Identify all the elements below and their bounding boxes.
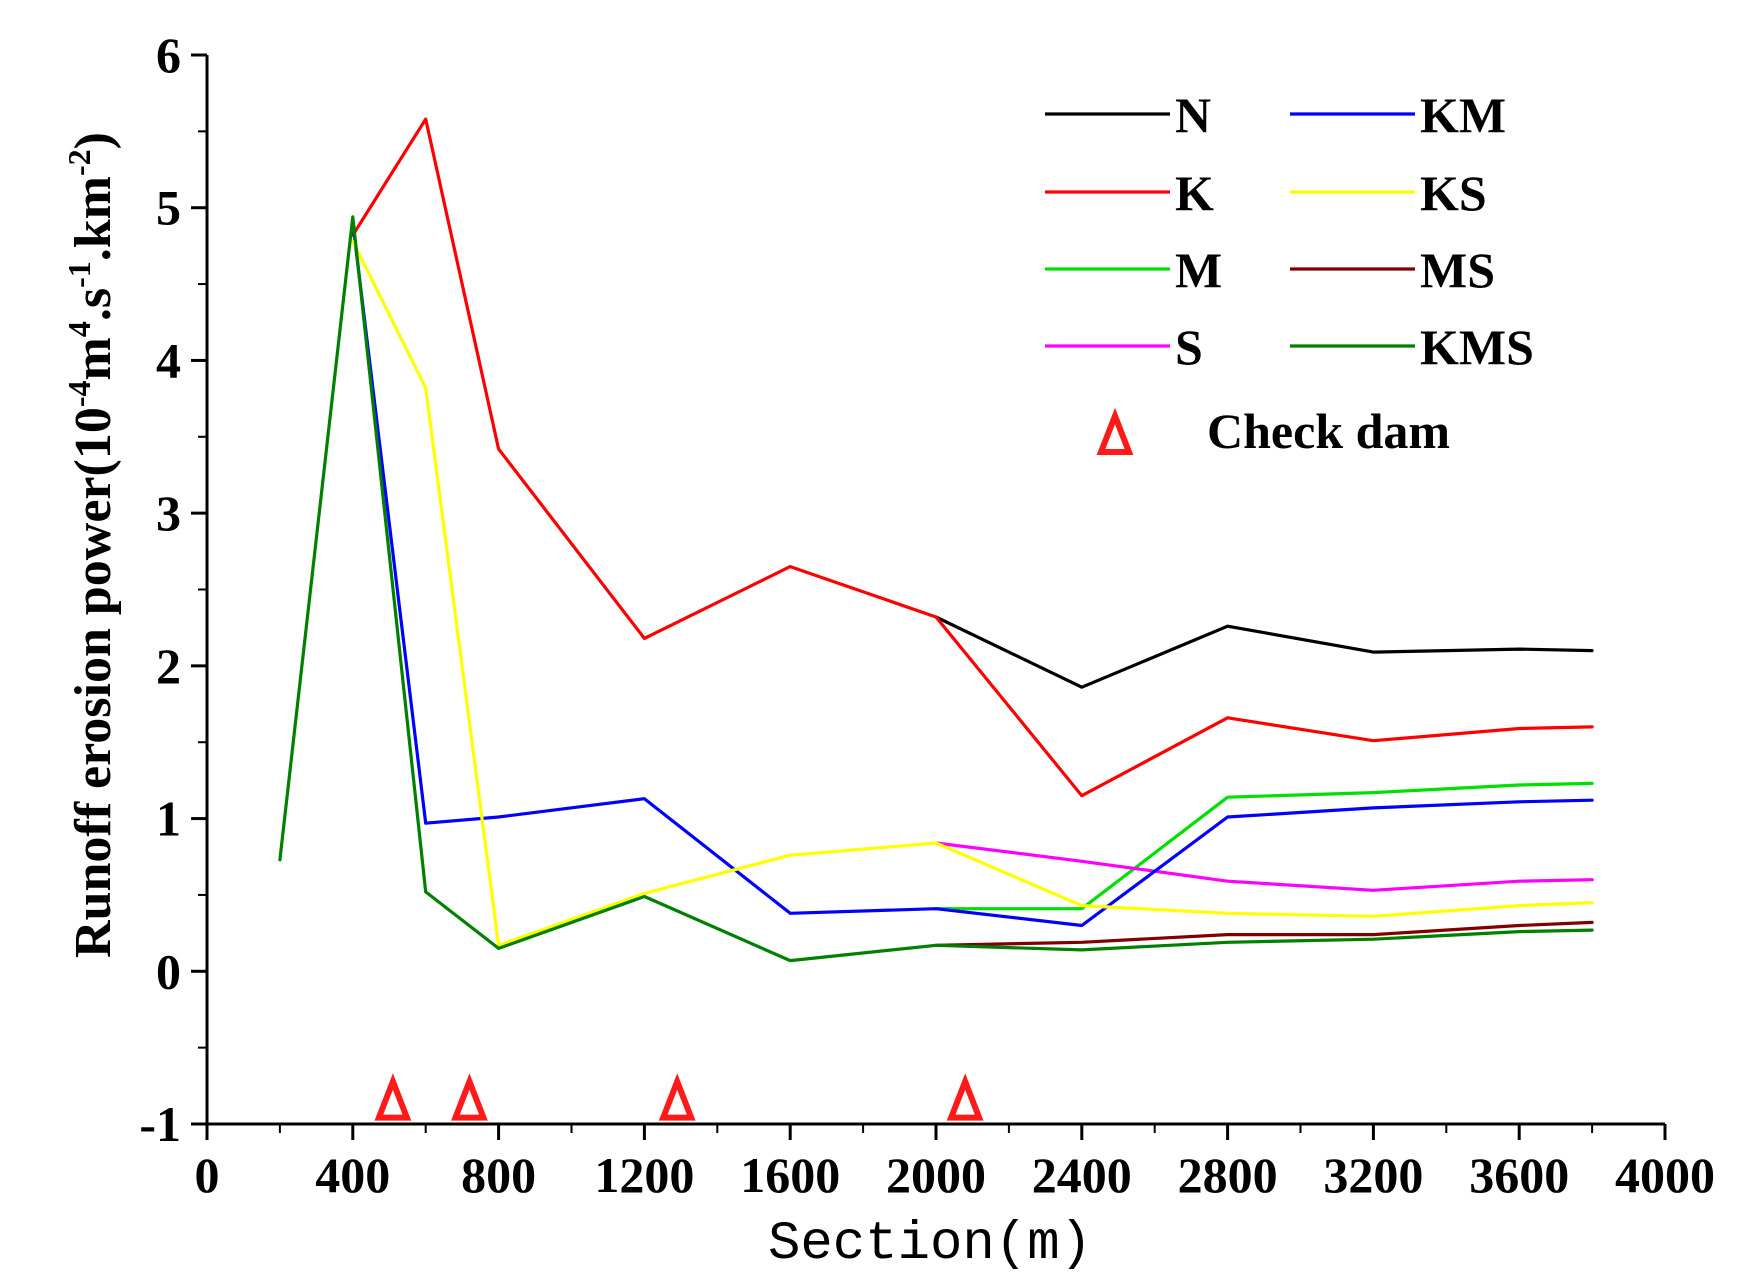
y-axis-title-mid1: m (65, 337, 122, 380)
check-dam-marker (451, 1073, 488, 1121)
x-tick-label: 2400 (1032, 1147, 1132, 1203)
legend-swatch-check-dam (1096, 407, 1134, 455)
series-line-s (934, 841, 1594, 892)
x-tick-label: 2000 (886, 1147, 986, 1203)
y-axis-title-suffix: ) (65, 132, 122, 149)
y-ticks: -1 0 1 2 3 4 5 6 (139, 27, 207, 1152)
legend-label-s: S (1175, 319, 1203, 375)
y-tick-label: 2 (156, 638, 181, 694)
x-tick-label: 1600 (740, 1147, 840, 1203)
y-tick-label: 4 (156, 332, 181, 388)
legend-label-k: K (1175, 165, 1214, 221)
x-axis-title: Section(m) (768, 1214, 1092, 1275)
x-ticks: 0 400 800 1200 1600 2000 2400 2800 3200 3600 4000 (195, 1124, 1715, 1203)
x-tick-label: 400 (315, 1147, 390, 1203)
y-tick-label: 3 (156, 485, 181, 541)
y-axis-title-mid2: .s (65, 288, 122, 321)
legend-label-m: M (1175, 242, 1222, 298)
axes: 0 400 800 1200 1600 2000 2400 2800 3200 3600 4000 … (139, 27, 1715, 1203)
series-line-km (351, 221, 1594, 928)
x-tick-label: 800 (461, 1147, 536, 1203)
y-axis-title-exp3: -1 (61, 261, 97, 288)
check-dam-marker (658, 1073, 696, 1121)
check-dam-markers (374, 1073, 984, 1121)
legend-label-n: N (1175, 87, 1211, 143)
series-line-k (351, 117, 1594, 798)
check-dam-marker (946, 1073, 984, 1121)
x-tick-label: 0 (195, 1147, 220, 1203)
y-axis-title-mid3: .km (65, 176, 122, 261)
series-line-m (934, 781, 1594, 911)
y-axis-title-exp2: 4 (61, 321, 97, 337)
series-line-ms (934, 920, 1594, 947)
y-tick-label: 0 (156, 943, 181, 999)
y-tick-label: 1 (156, 791, 181, 847)
x-tick-label: 3200 (1323, 1147, 1423, 1203)
y-tick-label: 5 (156, 180, 181, 236)
y-tick-label: 6 (156, 27, 181, 83)
legend-label-check-dam: Check dam (1207, 403, 1450, 459)
y-tick-label: -1 (139, 1096, 181, 1152)
x-tick-label: 2800 (1178, 1147, 1278, 1203)
y-axis-title: Runoff erosion power(10-4m4.s-1.km-2) (61, 132, 122, 958)
x-tick-label: 1200 (594, 1147, 694, 1203)
legend-label-km: KM (1420, 87, 1506, 143)
legend-label-ks: KS (1420, 165, 1487, 221)
y-axis-title-exp4: -2 (61, 149, 97, 176)
y-axis-title-exp1: -4 (61, 381, 97, 408)
series-lines (278, 117, 1594, 963)
series-line-ks (351, 239, 1594, 947)
series-line-kms (278, 215, 1594, 963)
legend-label-kms: KMS (1420, 319, 1534, 375)
series-line-n (934, 615, 1594, 689)
x-tick-label: 3600 (1469, 1147, 1569, 1203)
legend: N KM K KS M MS S KMS Check dam (1045, 87, 1534, 459)
legend-label-ms: MS (1420, 242, 1495, 298)
y-axis-title-prefix: Runoff erosion power(10 (65, 407, 122, 958)
check-dam-marker (374, 1073, 412, 1121)
x-tick-label: 4000 (1615, 1147, 1715, 1203)
